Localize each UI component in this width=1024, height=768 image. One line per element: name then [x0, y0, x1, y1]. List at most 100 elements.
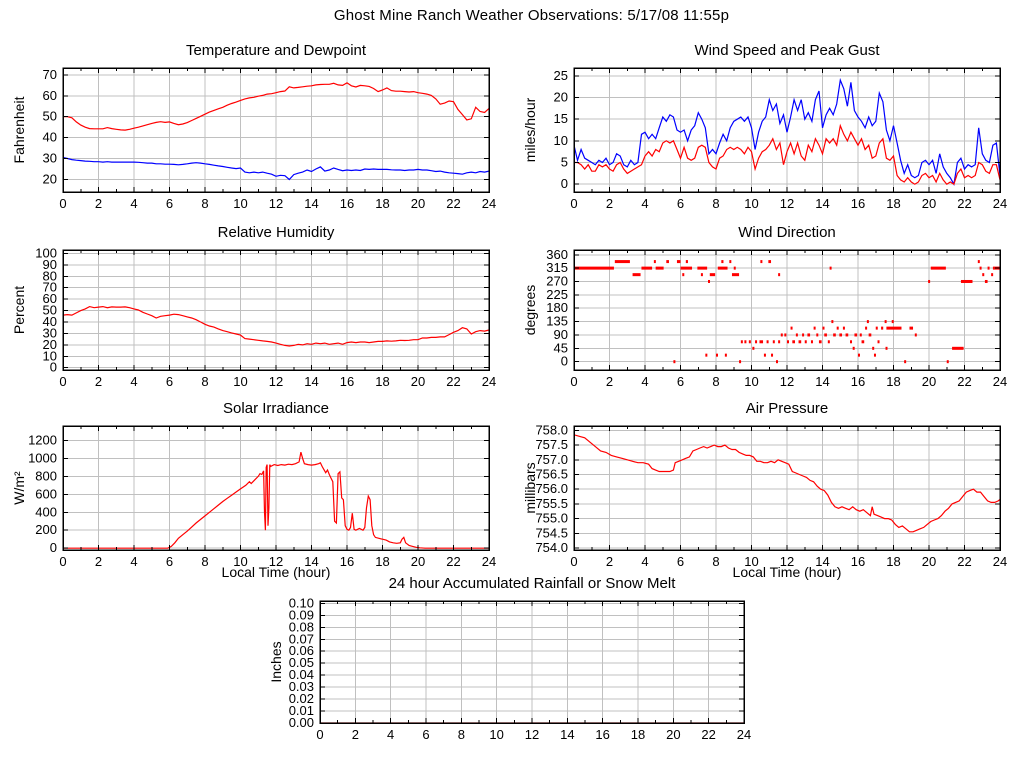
svg-text:16: 16 — [851, 196, 865, 211]
svg-text:16: 16 — [340, 196, 354, 211]
svg-text:18: 18 — [631, 727, 645, 742]
svg-text:40: 40 — [43, 130, 57, 145]
svg-text:70: 70 — [43, 280, 57, 295]
svg-text:12: 12 — [525, 727, 539, 742]
svg-text:14: 14 — [560, 727, 574, 742]
svg-text:24: 24 — [993, 374, 1007, 389]
svg-text:60: 60 — [43, 88, 57, 103]
svg-text:12: 12 — [269, 374, 283, 389]
svg-text:0: 0 — [570, 554, 577, 569]
chart-title: Solar Irradiance — [223, 400, 329, 417]
svg-text:24: 24 — [993, 554, 1007, 569]
svg-text:0: 0 — [570, 374, 577, 389]
svg-text:0: 0 — [59, 374, 66, 389]
svg-text:0.08: 0.08 — [289, 619, 314, 634]
plot-area: 0 2 4 6 8 10 12 14 16 18 20 22 240200400600800100012… — [28, 425, 496, 569]
svg-text:18: 18 — [375, 554, 389, 569]
svg-text:10: 10 — [233, 554, 247, 569]
svg-text:0.09: 0.09 — [289, 607, 314, 622]
svg-text:12: 12 — [269, 196, 283, 211]
page-title: Ghost Mine Ranch Weather Observations: 5… — [333, 7, 730, 24]
svg-text:20: 20 — [411, 554, 425, 569]
svg-text:135: 135 — [546, 314, 568, 329]
x-axis-label: Local Time (hour) — [732, 564, 842, 580]
svg-text:6: 6 — [422, 727, 429, 742]
svg-text:757.0: 757.0 — [535, 452, 568, 467]
svg-text:40: 40 — [43, 314, 57, 329]
svg-text:6: 6 — [677, 554, 684, 569]
svg-text:8: 8 — [201, 196, 208, 211]
svg-text:756.5: 756.5 — [535, 466, 568, 481]
svg-text:0: 0 — [570, 196, 577, 211]
svg-text:0.07: 0.07 — [289, 631, 314, 646]
svg-text:6: 6 — [166, 196, 173, 211]
svg-text:70: 70 — [43, 67, 57, 82]
svg-text:0.03: 0.03 — [289, 679, 314, 694]
svg-text:757.5: 757.5 — [535, 437, 568, 452]
svg-text:2: 2 — [95, 374, 102, 389]
chart-title: Air Pressure — [745, 400, 829, 417]
svg-text:24: 24 — [482, 374, 496, 389]
svg-text:14: 14 — [815, 554, 829, 569]
chart-title: Wind Direction — [738, 224, 836, 241]
svg-text:10: 10 — [233, 374, 247, 389]
svg-text:16: 16 — [851, 374, 865, 389]
svg-text:0: 0 — [59, 554, 66, 569]
svg-text:754.0: 754.0 — [535, 540, 568, 555]
svg-text:4: 4 — [130, 554, 137, 569]
svg-text:14: 14 — [304, 196, 318, 211]
svg-text:100: 100 — [35, 245, 57, 260]
svg-text:754.5: 754.5 — [535, 525, 568, 540]
svg-text:4: 4 — [641, 374, 648, 389]
svg-text:756.0: 756.0 — [535, 481, 568, 496]
svg-text:10: 10 — [489, 727, 503, 742]
svg-text:6: 6 — [677, 196, 684, 211]
svg-text:22: 22 — [701, 727, 715, 742]
svg-text:12: 12 — [780, 374, 794, 389]
svg-text:758.0: 758.0 — [535, 422, 568, 437]
plot-area: 0 2 4 6 8 10 12 14 16 18 20 22 240459013518022527031… — [546, 247, 1007, 389]
svg-text:0: 0 — [561, 354, 568, 369]
svg-text:4: 4 — [641, 196, 648, 211]
svg-text:0: 0 — [50, 360, 57, 375]
svg-text:22: 22 — [957, 554, 971, 569]
svg-text:0.04: 0.04 — [289, 667, 314, 682]
svg-text:20: 20 — [922, 374, 936, 389]
chart-title: Wind Speed and Peak Gust — [694, 42, 880, 59]
svg-text:22: 22 — [446, 196, 460, 211]
svg-text:0: 0 — [59, 196, 66, 211]
svg-text:10: 10 — [744, 374, 758, 389]
svg-text:8: 8 — [458, 727, 465, 742]
svg-text:4: 4 — [130, 196, 137, 211]
svg-text:16: 16 — [340, 554, 354, 569]
svg-text:22: 22 — [957, 196, 971, 211]
svg-text:24: 24 — [482, 554, 496, 569]
chart-title: 24 hour Accumulated Rainfall or Snow Mel… — [388, 575, 676, 592]
svg-text:0.05: 0.05 — [289, 655, 314, 670]
svg-text:90: 90 — [43, 257, 57, 272]
svg-text:6: 6 — [166, 554, 173, 569]
svg-text:1200: 1200 — [28, 432, 57, 447]
svg-text:20: 20 — [411, 196, 425, 211]
svg-text:0.06: 0.06 — [289, 643, 314, 658]
svg-text:24: 24 — [482, 196, 496, 211]
svg-text:18: 18 — [886, 374, 900, 389]
svg-text:1000: 1000 — [28, 450, 57, 465]
svg-text:22: 22 — [957, 374, 971, 389]
svg-text:12: 12 — [780, 196, 794, 211]
svg-text:12: 12 — [269, 554, 283, 569]
svg-text:0.10: 0.10 — [289, 595, 314, 610]
svg-text:18: 18 — [886, 554, 900, 569]
svg-text:2: 2 — [606, 196, 613, 211]
svg-text:2: 2 — [606, 374, 613, 389]
svg-text:20: 20 — [43, 171, 57, 186]
svg-text:8: 8 — [201, 374, 208, 389]
svg-text:800: 800 — [35, 468, 57, 483]
svg-text:50: 50 — [43, 303, 57, 318]
svg-text:45: 45 — [554, 340, 568, 355]
svg-text:18: 18 — [375, 196, 389, 211]
x-axis-label: Local Time (hour) — [221, 564, 331, 580]
svg-text:755.5: 755.5 — [535, 496, 568, 511]
svg-text:315: 315 — [546, 260, 568, 275]
